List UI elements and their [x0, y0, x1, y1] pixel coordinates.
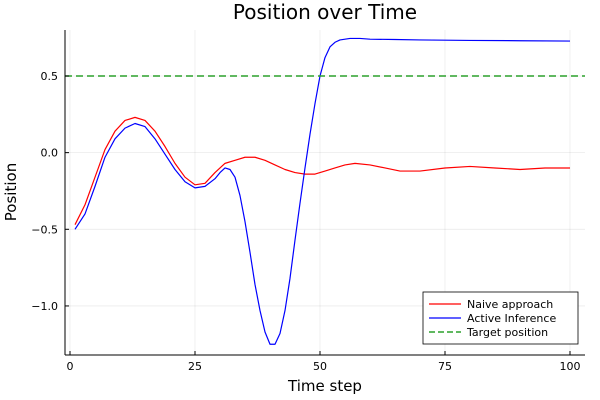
y-tick-label: 0.0	[41, 147, 59, 160]
tick-labels: 0 25 50 75 100 −1.0 −0.5 0.0 0.5	[31, 70, 580, 373]
legend-entry-label: Naive approach	[467, 298, 553, 311]
legend-entry-label: Target position	[466, 326, 548, 339]
y-tick-label: 0.5	[41, 70, 59, 83]
x-axis-title: Time step	[287, 377, 362, 395]
axes	[64, 30, 585, 356]
x-tick-label: 50	[313, 360, 327, 373]
y-axis-title: Position	[2, 163, 20, 221]
y-tick-label: −0.5	[31, 223, 58, 236]
x-tick-label: 75	[438, 360, 452, 373]
legend-entry-label: Active Inference	[467, 312, 556, 325]
x-tick-label: 100	[560, 360, 581, 373]
series-lines	[65, 37, 585, 345]
chart-title: Position over Time	[233, 0, 417, 24]
x-tick-label: 25	[188, 360, 202, 373]
x-tick-label: 0	[67, 360, 74, 373]
series-line-naive-approach	[74, 116, 570, 225]
series-line-active-inference	[74, 37, 571, 345]
y-tick-label: −1.0	[31, 300, 58, 313]
